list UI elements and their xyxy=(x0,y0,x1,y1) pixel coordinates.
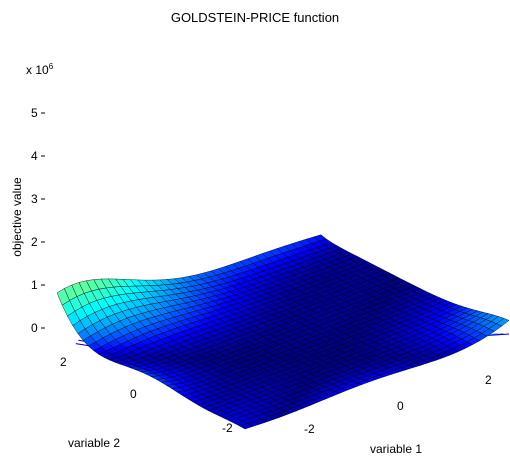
y-axis-label: variable 2 xyxy=(68,436,121,450)
z-scale-base: x 10 xyxy=(26,63,49,77)
z-tick-label: 0 xyxy=(31,321,38,335)
y-tick-label: 0 xyxy=(130,387,137,401)
x-tick-label: 0 xyxy=(397,399,404,413)
surface xyxy=(56,234,510,430)
x-tick-label: 2 xyxy=(485,373,492,387)
y-tick-label: -2 xyxy=(222,421,233,435)
z-scale-factor: x 106 xyxy=(26,62,53,77)
z-tick-label: 3 xyxy=(31,192,38,206)
chart-title: GOLDSTEIN-PRICE function xyxy=(170,10,340,25)
z-tick-label: 5 xyxy=(31,106,38,120)
z-axis: 0 1 2 3 4 5 xyxy=(31,106,45,335)
z-scale-exponent: 6 xyxy=(48,62,54,71)
x-tick-label: -2 xyxy=(304,422,315,436)
z-tick-label: 4 xyxy=(31,149,38,163)
y-tick-label: 2 xyxy=(60,355,67,369)
z-tick-label: 2 xyxy=(31,235,38,249)
surface-patch xyxy=(239,423,253,430)
x-axis-label: variable 1 xyxy=(370,442,423,456)
z-tick-label: 1 xyxy=(31,278,38,292)
